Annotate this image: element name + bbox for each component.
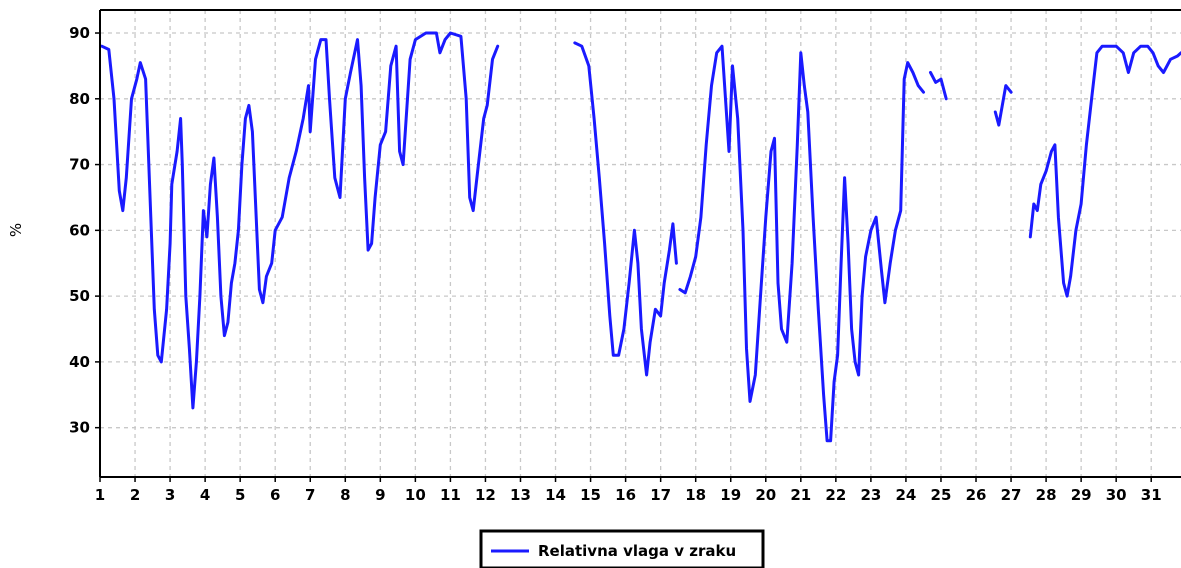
y-tick-label: 80 <box>69 90 90 108</box>
x-tick-label: 21 <box>790 486 811 504</box>
series-line-segment <box>1028 44 1181 298</box>
x-tick-label: 30 <box>1106 486 1127 504</box>
x-tick-label: 23 <box>860 486 881 504</box>
x-tick-label: 12 <box>475 486 496 504</box>
gridlines <box>100 10 1181 477</box>
x-tick-label: 13 <box>510 486 531 504</box>
legend-label: Relativna vlaga v zraku <box>538 542 736 560</box>
x-tick-label: 17 <box>650 486 671 504</box>
x-tick-label: 29 <box>1071 486 1092 504</box>
x-tick-label: 5 <box>235 486 245 504</box>
series-layer <box>100 31 1181 443</box>
x-tick-label: 22 <box>825 486 846 504</box>
x-tick-label: 25 <box>931 486 952 504</box>
x-tick-labels: 1 2 3 4 5 6 7 8 9 10 11 12 13 14 15 16 17 18 19 20 21 22 23 24 2… <box>95 477 1162 504</box>
x-tick-label: 27 <box>1001 486 1022 504</box>
y-tick-labels: 30 40 50 60 70 80 90 <box>69 24 100 437</box>
y-tick-label: 30 <box>69 419 90 437</box>
x-tick-label: 28 <box>1036 486 1057 504</box>
x-tick-label: 24 <box>895 486 916 504</box>
x-tick-label: 31 <box>1141 486 1162 504</box>
x-tick-label: 4 <box>200 486 210 504</box>
y-axis-label: % <box>7 223 25 237</box>
series-line-segment <box>573 41 678 377</box>
x-tick-label: 16 <box>615 486 636 504</box>
y-tick-label: 40 <box>69 353 90 371</box>
series-line-segment <box>678 44 925 443</box>
x-tick-label: 26 <box>966 486 987 504</box>
axes <box>99 9 1181 478</box>
x-tick-label: 6 <box>270 486 280 504</box>
y-tick-label: 70 <box>69 156 90 174</box>
x-tick-label: 3 <box>165 486 175 504</box>
x-tick-label: 11 <box>440 486 461 504</box>
plot-area <box>100 10 1181 477</box>
x-tick-label: 10 <box>405 486 426 504</box>
series-line-segment <box>929 71 948 101</box>
series-line-segment <box>100 31 500 410</box>
y-tick-label: 50 <box>69 287 90 305</box>
x-tick-label: 8 <box>340 486 350 504</box>
legend: Relativna vlaga v zraku <box>479 529 765 568</box>
x-tick-label: 18 <box>685 486 706 504</box>
series-line-segment <box>993 84 1013 127</box>
x-tick-label: 20 <box>755 486 776 504</box>
x-tick-label: 14 <box>545 486 566 504</box>
x-tick-label: 9 <box>375 486 385 504</box>
y-tick-label: 60 <box>69 221 90 239</box>
x-tick-label: 7 <box>305 486 315 504</box>
x-tick-label: 1 <box>95 486 105 504</box>
x-tick-label: 2 <box>130 486 140 504</box>
y-tick-label: 90 <box>69 24 90 42</box>
x-tick-label: 15 <box>580 486 601 504</box>
x-tick-label: 19 <box>720 486 741 504</box>
